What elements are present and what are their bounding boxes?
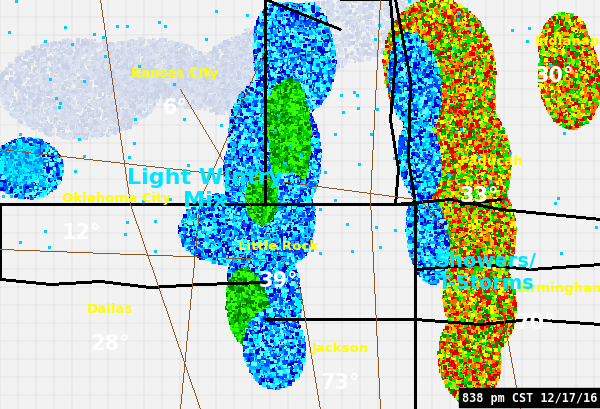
Text: 73°: 73° — [320, 372, 360, 392]
Text: Kansas City: Kansas City — [131, 67, 218, 80]
Text: Indianapolis: Indianapolis — [535, 35, 600, 48]
Text: Paducah: Paducah — [460, 155, 524, 168]
Text: 838 pm CST 12/17/16: 838 pm CST 12/17/16 — [461, 391, 597, 404]
Text: 6°: 6° — [163, 98, 187, 118]
Text: Showers/
T-Storms: Showers/ T-Storms — [436, 252, 536, 292]
Text: Jackson: Jackson — [311, 341, 368, 354]
Text: 70°: 70° — [516, 312, 556, 332]
Text: Birmingham: Birmingham — [516, 281, 600, 294]
Text: Dallas: Dallas — [87, 302, 133, 315]
Text: 30°: 30° — [535, 66, 575, 86]
Text: 28°: 28° — [90, 333, 130, 353]
Text: Light Wintry
Mix: Light Wintry Mix — [127, 168, 283, 211]
Text: 12°: 12° — [62, 222, 101, 243]
Text: Oklahoma City: Oklahoma City — [62, 191, 171, 204]
Text: 39°: 39° — [258, 270, 298, 290]
Text: Little Rock: Little Rock — [238, 239, 318, 252]
Text: 33°: 33° — [460, 186, 499, 205]
